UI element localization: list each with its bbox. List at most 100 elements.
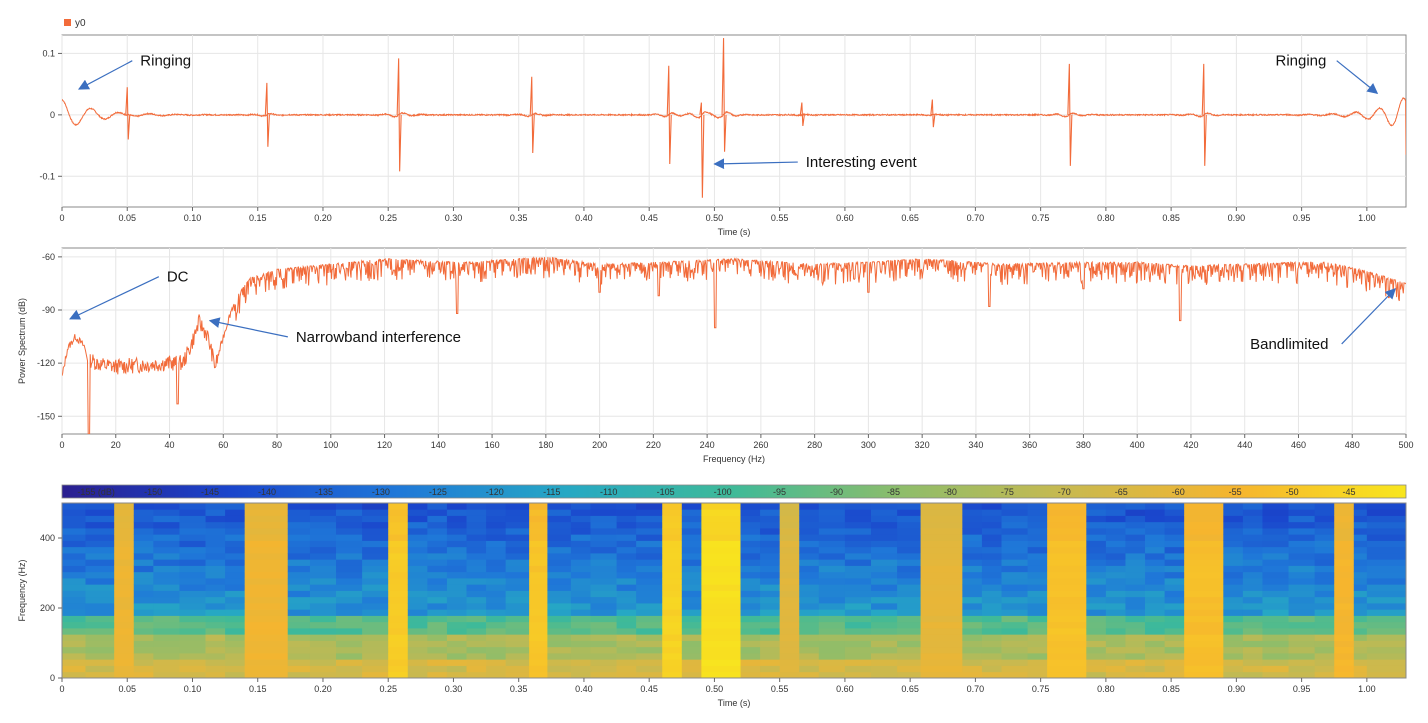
heatmap-cell — [740, 640, 761, 648]
heatmap-cell — [1145, 559, 1166, 566]
x-tick-label: 460 — [1291, 440, 1306, 450]
heatmap-cell — [336, 528, 363, 535]
heatmap-cell — [871, 540, 898, 548]
heatmap-cell — [920, 540, 963, 548]
heatmap-cell — [1223, 596, 1244, 604]
heatmap-cell — [779, 621, 800, 629]
heatmap-cell — [760, 628, 781, 635]
heatmap-cell — [871, 515, 898, 523]
heatmap-cell — [1366, 515, 1407, 523]
heatmap-cell — [701, 509, 741, 516]
heatmap-cell — [1334, 665, 1355, 673]
heatmap-cell — [287, 509, 311, 516]
heatmap-cell — [662, 559, 683, 566]
heatmap-cell — [179, 634, 206, 641]
heatmap-cell — [636, 603, 663, 610]
heatmap-cell — [205, 640, 226, 648]
heatmap-cell — [1184, 521, 1224, 529]
heatmap-cell — [981, 646, 1002, 654]
heatmap-cell — [636, 671, 663, 679]
heatmap-cell — [740, 553, 761, 560]
heatmap-cell — [1288, 609, 1316, 616]
heatmap-cell — [897, 553, 921, 560]
heatmap-cell — [844, 553, 872, 560]
heatmap-cell — [570, 521, 591, 529]
heatmap-cell — [1086, 521, 1107, 529]
heatmap-cell — [779, 659, 800, 666]
heatmap-cell — [1288, 584, 1316, 591]
heatmap-cell — [1223, 509, 1244, 516]
heatmap-cell — [962, 628, 983, 635]
heatmap-cell — [529, 628, 548, 635]
heatmap-cell — [1047, 584, 1087, 591]
heatmap-cell — [779, 603, 800, 610]
heatmap-cell — [62, 503, 86, 510]
heatmap-cell — [362, 503, 389, 510]
heatmap-cell — [336, 615, 363, 623]
heatmap-cell — [205, 534, 226, 541]
heatmap-cell — [962, 534, 983, 541]
heatmap-cell — [616, 528, 637, 535]
heatmap-cell — [1184, 559, 1224, 566]
heatmap-cell — [427, 634, 448, 641]
heatmap-cell — [1164, 621, 1185, 629]
heatmap-cell — [740, 659, 761, 666]
heatmap-cell — [133, 546, 154, 554]
heatmap-cell — [1242, 521, 1263, 529]
colorbar-tick-label: -70 — [1058, 487, 1071, 497]
heatmap-cell — [1184, 603, 1224, 610]
heatmap-cell — [799, 528, 820, 535]
heatmap-cell — [1242, 571, 1263, 579]
heatmap-cell — [662, 590, 683, 598]
heatmap-cell — [85, 546, 115, 554]
heatmap-cell — [407, 671, 428, 679]
heatmap-cell — [1125, 546, 1146, 554]
heatmap-cell — [244, 634, 289, 641]
heatmap-cell — [287, 634, 311, 641]
heatmap-cell — [427, 540, 448, 548]
x-tick-label: 500 — [1398, 440, 1413, 450]
heatmap-cell — [85, 534, 115, 541]
heatmap-cell — [1223, 665, 1244, 673]
heatmap-cell — [962, 659, 983, 666]
heatmap-cell — [309, 584, 337, 591]
heatmap-cell — [1105, 571, 1126, 579]
heatmap-cell — [153, 596, 180, 604]
heatmap-cell — [362, 559, 389, 566]
heatmap-cell — [1105, 634, 1126, 641]
heatmap-cell — [179, 521, 206, 529]
heatmap-cell — [740, 609, 761, 616]
heatmap-cell — [1105, 596, 1126, 604]
heatmap-cell — [962, 665, 983, 673]
heatmap-cell — [1242, 590, 1263, 598]
heatmap-cell — [681, 540, 702, 548]
heatmap-cell — [897, 665, 921, 673]
heatmap-cell — [114, 553, 135, 560]
x-tick-label: 0.30 — [445, 213, 463, 223]
heatmap-cell — [920, 571, 963, 579]
heatmap-cell — [529, 534, 548, 541]
heatmap-cell — [407, 621, 428, 629]
heatmap-cell — [1334, 559, 1355, 566]
heatmap-cell — [388, 634, 409, 641]
heatmap-cell — [505, 565, 530, 573]
heatmap-cell — [1314, 521, 1335, 529]
heatmap-cell — [362, 515, 389, 523]
heatmap-cell — [133, 640, 154, 648]
heatmap-cell — [1001, 590, 1028, 598]
heatmap-cell — [1366, 671, 1407, 679]
heatmap-cell — [388, 509, 409, 516]
heatmap-cell — [1223, 559, 1244, 566]
heatmap-cell — [85, 528, 115, 535]
heatmap-cell — [1334, 609, 1355, 616]
heatmap-cell — [616, 621, 637, 629]
heatmap-cell — [799, 578, 820, 585]
heatmap-cell — [740, 578, 761, 585]
heatmap-cell — [570, 659, 591, 666]
heatmap-cell — [225, 596, 246, 604]
heatmap-cell — [590, 646, 617, 654]
heatmap-cell — [244, 509, 289, 516]
heatmap-cell — [681, 659, 702, 666]
heatmap-cell — [153, 628, 180, 635]
heatmap-cell — [407, 509, 428, 516]
